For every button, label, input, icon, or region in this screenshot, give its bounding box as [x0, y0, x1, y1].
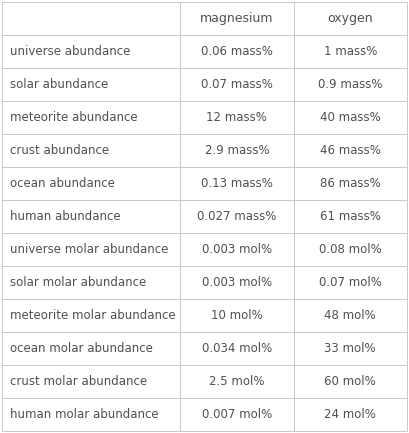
Text: 2.9 mass%: 2.9 mass%: [204, 144, 269, 157]
Text: 0.034 mol%: 0.034 mol%: [202, 342, 272, 355]
Text: solar abundance: solar abundance: [10, 78, 108, 91]
Text: 0.07 mol%: 0.07 mol%: [319, 276, 382, 289]
Text: 86 mass%: 86 mass%: [320, 177, 381, 190]
Text: crust molar abundance: crust molar abundance: [10, 375, 147, 388]
Text: 0.06 mass%: 0.06 mass%: [201, 45, 273, 58]
Text: 46 mass%: 46 mass%: [320, 144, 381, 157]
Text: 0.13 mass%: 0.13 mass%: [201, 177, 273, 190]
Text: universe abundance: universe abundance: [10, 45, 130, 58]
Text: meteorite abundance: meteorite abundance: [10, 111, 137, 124]
Text: 1 mass%: 1 mass%: [324, 45, 377, 58]
Text: human abundance: human abundance: [10, 210, 121, 223]
Text: 33 mol%: 33 mol%: [324, 342, 376, 355]
Text: 60 mol%: 60 mol%: [324, 375, 376, 388]
Text: oxygen: oxygen: [328, 12, 373, 25]
Text: 0.07 mass%: 0.07 mass%: [201, 78, 273, 91]
Text: 0.007 mol%: 0.007 mol%: [202, 408, 272, 421]
Text: human molar abundance: human molar abundance: [10, 408, 159, 421]
Text: 0.9 mass%: 0.9 mass%: [318, 78, 382, 91]
Text: 0.003 mol%: 0.003 mol%: [202, 276, 272, 289]
Text: 40 mass%: 40 mass%: [320, 111, 381, 124]
Text: 2.5 mol%: 2.5 mol%: [209, 375, 265, 388]
Text: 0.003 mol%: 0.003 mol%: [202, 243, 272, 256]
Text: universe molar abundance: universe molar abundance: [10, 243, 169, 256]
Text: 10 mol%: 10 mol%: [211, 309, 263, 322]
Text: 12 mass%: 12 mass%: [207, 111, 267, 124]
Text: 61 mass%: 61 mass%: [320, 210, 381, 223]
Text: solar molar abundance: solar molar abundance: [10, 276, 146, 289]
Text: 48 mol%: 48 mol%: [324, 309, 376, 322]
Text: ocean molar abundance: ocean molar abundance: [10, 342, 153, 355]
Text: 0.027 mass%: 0.027 mass%: [197, 210, 276, 223]
Text: magnesium: magnesium: [200, 12, 274, 25]
Text: ocean abundance: ocean abundance: [10, 177, 115, 190]
Text: meteorite molar abundance: meteorite molar abundance: [10, 309, 175, 322]
Text: 24 mol%: 24 mol%: [324, 408, 376, 421]
Text: 0.08 mol%: 0.08 mol%: [319, 243, 382, 256]
Text: crust abundance: crust abundance: [10, 144, 109, 157]
